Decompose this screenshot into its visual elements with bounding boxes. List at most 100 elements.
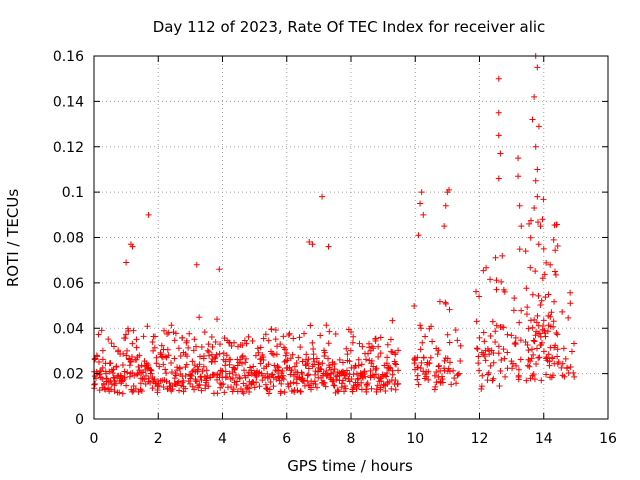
data-point	[535, 241, 542, 248]
data-point	[510, 360, 517, 367]
data-point	[539, 216, 546, 223]
data-point	[129, 388, 136, 395]
data-point	[93, 352, 100, 359]
data-point	[171, 337, 178, 344]
data-points-layer	[91, 53, 578, 397]
data-point	[144, 323, 151, 330]
data-point	[341, 383, 348, 390]
data-point	[279, 367, 286, 374]
data-point	[179, 334, 186, 341]
data-point	[283, 350, 290, 357]
data-point	[317, 332, 324, 339]
data-point	[358, 361, 365, 368]
data-point	[531, 338, 538, 345]
data-point	[305, 371, 312, 378]
data-point	[498, 357, 505, 364]
data-point	[526, 363, 533, 370]
data-point	[154, 389, 161, 396]
data-point	[160, 361, 167, 368]
data-point	[151, 344, 158, 351]
data-point	[138, 388, 145, 395]
data-point	[92, 381, 99, 388]
data-point	[481, 338, 488, 345]
data-point	[183, 361, 190, 368]
data-point	[208, 333, 215, 340]
data-point	[236, 359, 243, 366]
data-point	[310, 351, 317, 358]
data-point	[536, 330, 543, 337]
data-point	[553, 329, 560, 336]
data-point	[131, 372, 138, 379]
data-point	[411, 356, 418, 363]
data-point	[96, 358, 103, 365]
data-point	[264, 375, 271, 382]
data-point	[495, 109, 502, 116]
data-point	[103, 375, 110, 382]
data-point	[256, 383, 263, 390]
data-point	[123, 382, 130, 389]
data-point	[98, 367, 105, 374]
data-point	[224, 374, 231, 381]
data-point	[198, 387, 205, 394]
data-point	[290, 379, 297, 386]
data-point	[277, 341, 284, 348]
data-point	[205, 341, 212, 348]
data-point	[241, 337, 248, 344]
data-point	[509, 365, 516, 372]
data-point	[193, 343, 200, 350]
data-point	[516, 246, 523, 253]
data-point	[515, 376, 522, 383]
data-point	[188, 373, 195, 380]
data-point	[367, 367, 374, 374]
data-point	[129, 353, 136, 360]
data-point	[377, 334, 384, 341]
data-point	[118, 373, 125, 380]
data-point	[538, 297, 545, 304]
data-point	[183, 337, 190, 344]
data-point	[538, 377, 545, 384]
data-point	[239, 354, 246, 361]
data-point	[370, 345, 377, 352]
data-point	[446, 359, 453, 366]
data-point	[214, 390, 221, 397]
data-point	[216, 266, 223, 273]
data-point	[476, 293, 483, 300]
data-point	[186, 330, 193, 337]
data-point	[395, 380, 402, 387]
data-point	[99, 364, 106, 371]
data-point	[544, 328, 551, 335]
data-point	[382, 387, 389, 394]
data-point	[105, 336, 112, 343]
data-point	[536, 354, 543, 361]
data-point	[504, 349, 511, 356]
data-point	[527, 217, 534, 224]
data-point	[296, 334, 303, 341]
data-point	[481, 353, 488, 360]
data-point	[550, 372, 557, 379]
data-point	[545, 351, 552, 358]
data-point	[160, 383, 167, 390]
data-point	[428, 323, 435, 330]
y-tick-label: 0.08	[53, 231, 84, 247]
data-point	[530, 337, 537, 344]
data-point	[537, 301, 544, 308]
data-point	[249, 337, 256, 344]
data-point	[532, 268, 539, 275]
data-point	[307, 322, 314, 329]
data-point	[99, 347, 106, 354]
data-point	[537, 223, 544, 230]
data-point	[282, 357, 289, 364]
data-point	[543, 259, 550, 266]
data-point	[231, 365, 238, 372]
data-point	[272, 327, 279, 334]
data-point	[245, 372, 252, 379]
data-point	[530, 371, 537, 378]
data-point	[123, 352, 130, 359]
data-point	[171, 355, 178, 362]
y-tick-label: 0.04	[53, 321, 84, 337]
data-point	[97, 374, 104, 381]
data-point	[349, 388, 356, 395]
data-point	[242, 355, 249, 362]
data-point	[515, 155, 522, 162]
data-point	[226, 361, 233, 368]
